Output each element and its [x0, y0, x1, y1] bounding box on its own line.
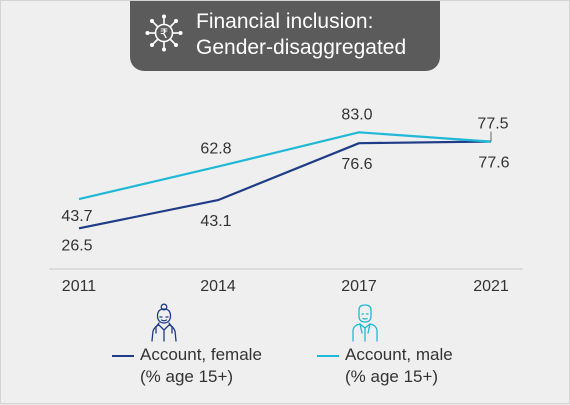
tick-layer: 2011 2014 2017 2021 — [62, 278, 509, 295]
legend-female-line-2: (% age 15+) — [140, 366, 262, 388]
legend-male-line-2: (% age 15+) — [345, 366, 453, 388]
data-label-male: 43.7 — [61, 208, 92, 225]
x-tick-label: 2014 — [200, 278, 236, 295]
legend-swatch-male — [317, 355, 339, 357]
data-label-female: 76.6 — [341, 156, 372, 173]
legend-label-female: Account, female (% age 15+) — [140, 344, 262, 388]
legend-male-line-1: Account, male — [345, 344, 453, 366]
data-label-female: 43.1 — [200, 213, 231, 230]
data-label-female: 77.6 — [478, 154, 509, 171]
man-icon — [348, 303, 382, 343]
woman-icon — [147, 303, 181, 343]
legend-swatch-female — [112, 355, 134, 357]
x-tick-label: 2011 — [62, 278, 97, 295]
data-label-male: 77.5 — [477, 116, 508, 133]
data-label-female: 26.5 — [61, 237, 92, 254]
x-tick-label: 2017 — [341, 278, 377, 295]
series-layer — [79, 132, 491, 228]
legend-label-male: Account, male (% age 15+) — [345, 344, 453, 388]
x-tick-label: 2021 — [473, 278, 509, 295]
legend-female-line-1: Account, female — [140, 344, 262, 366]
label-layer: 43.7 62.8 83.0 77.5 26.5 43.1 76.6 77.6 — [61, 106, 509, 254]
data-label-male: 62.8 — [200, 141, 231, 158]
data-label-male: 83.0 — [341, 106, 372, 123]
